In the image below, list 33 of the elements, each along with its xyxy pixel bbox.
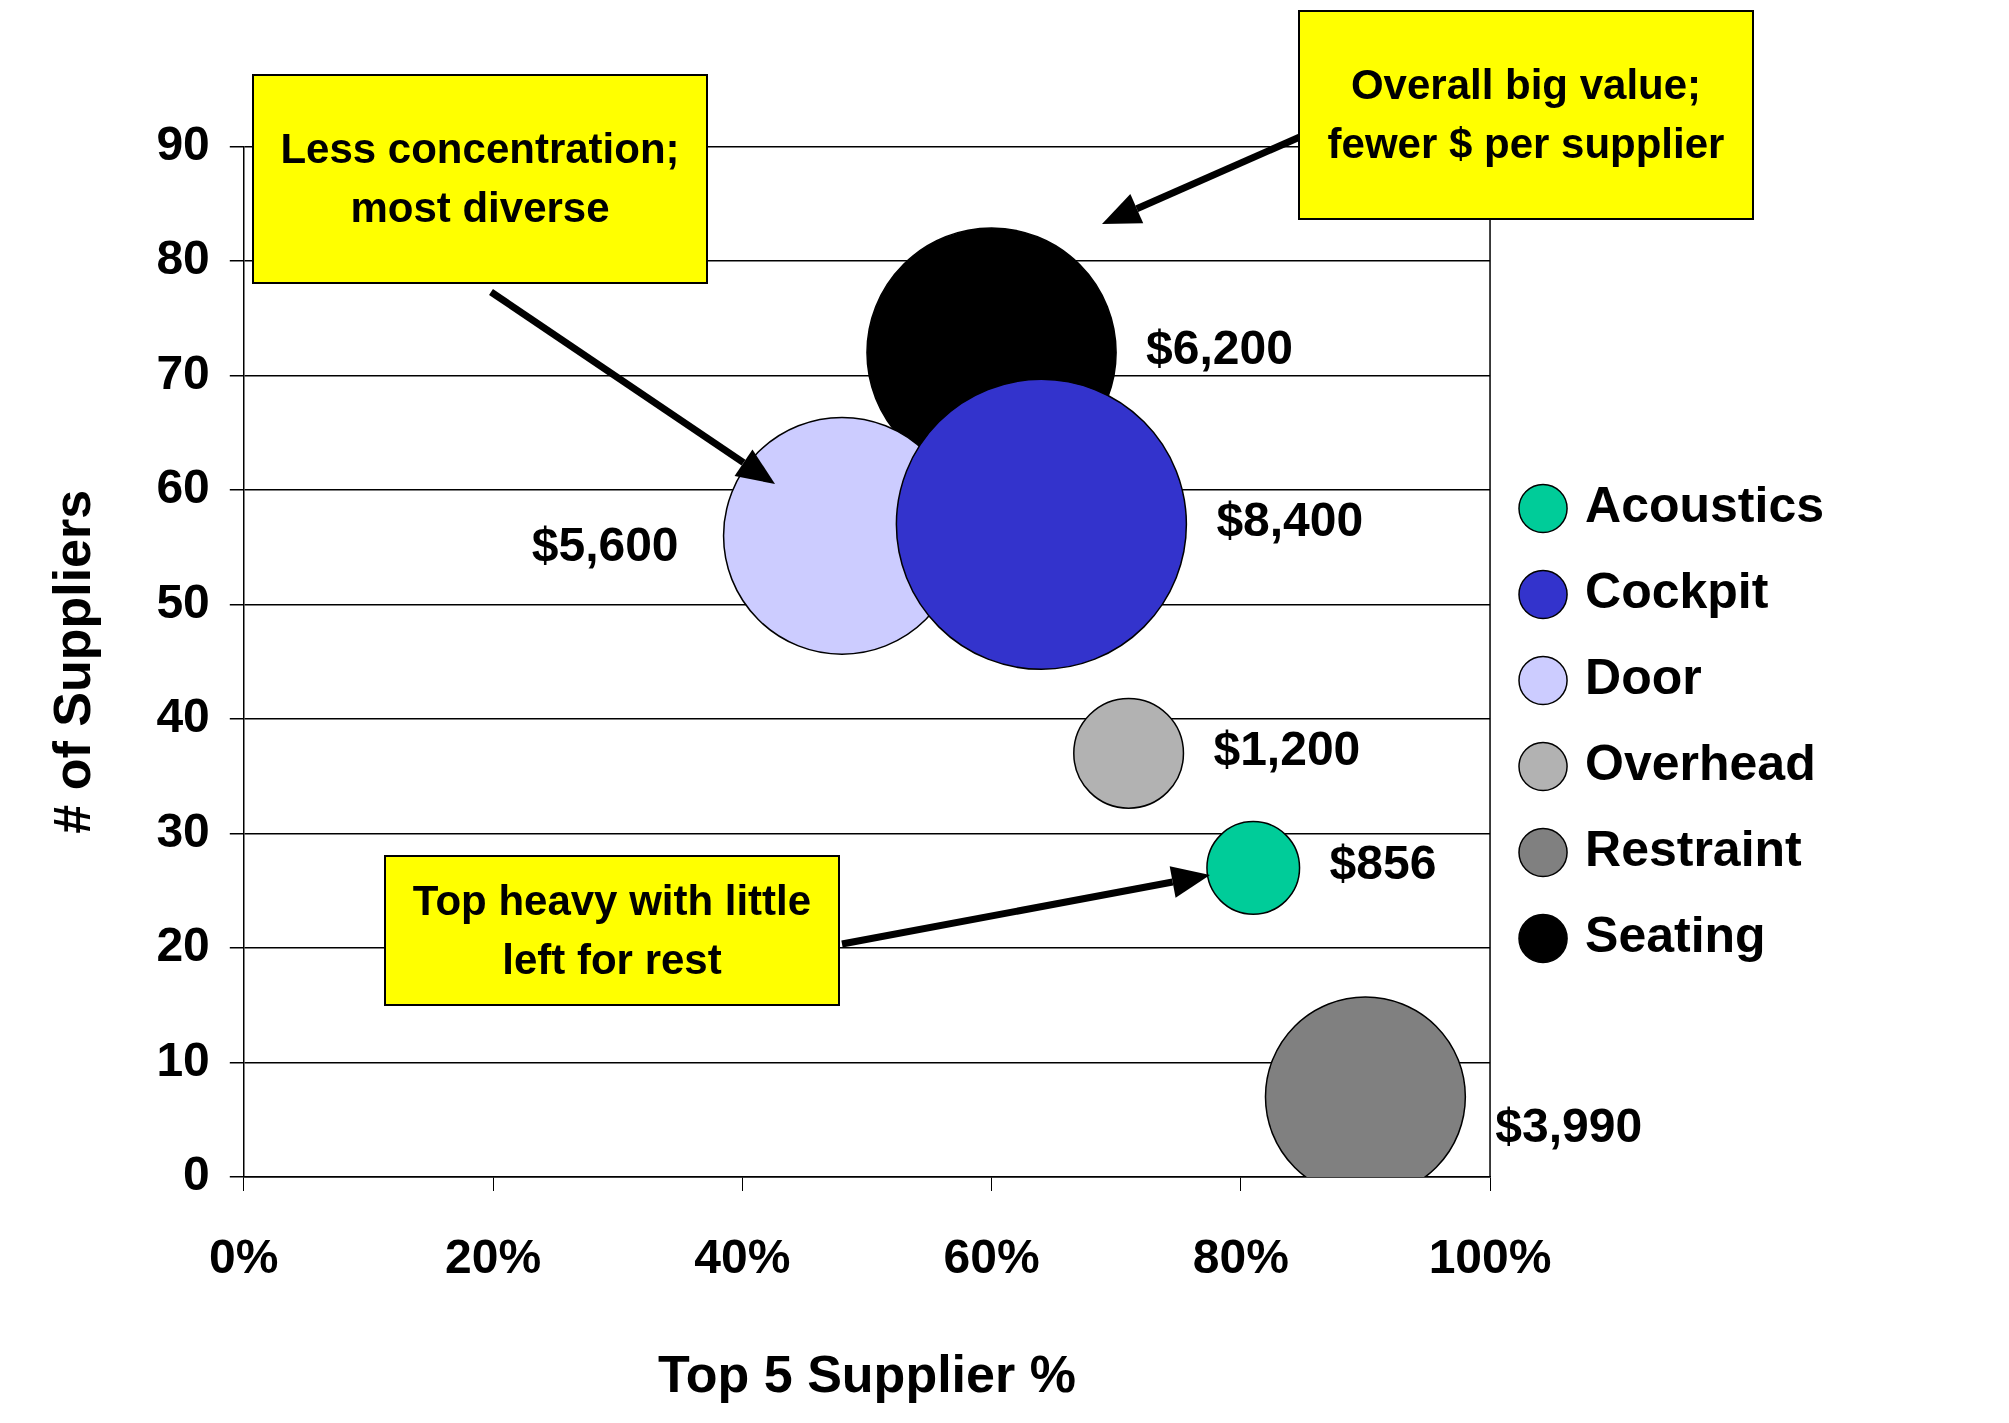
y-tick-label: 40	[156, 689, 210, 743]
x-tick-label: 60%	[943, 1230, 1040, 1284]
legend-label: Overhead	[1585, 735, 1816, 792]
y-axis-title: # of Suppliers	[42, 489, 101, 834]
legend-label: Cockpit	[1585, 563, 1769, 620]
callout-box: Less concentration; most diverse	[252, 74, 708, 284]
callout-box: Top heavy with little left for rest	[384, 855, 840, 1006]
legend-label: Seating	[1585, 907, 1766, 964]
y-tick-label: 80	[156, 231, 210, 285]
annotation: $5,600	[531, 518, 679, 572]
legend-label: Restraint	[1585, 821, 1803, 878]
x-tick-label: 20%	[445, 1230, 542, 1284]
legend-label: Acoustics	[1585, 477, 1824, 534]
x-tick-label: 40%	[694, 1230, 791, 1284]
y-tick-label: 60	[156, 460, 210, 514]
x-axis-title: Top 5 Supplier %	[657, 1345, 1076, 1404]
annotation: $8,400	[1216, 492, 1364, 546]
annotation: $6,200	[1146, 320, 1293, 374]
y-tick-label: 10	[156, 1032, 210, 1086]
y-tick-label: 0	[183, 1147, 210, 1201]
x-tick-label: 80%	[1192, 1230, 1289, 1284]
x-tick-label: 100%	[1428, 1230, 1552, 1284]
y-tick-label: 90	[156, 116, 210, 170]
y-tick-label: 50	[156, 574, 210, 628]
y-tick-label: 30	[156, 803, 210, 857]
annotation: $856	[1329, 836, 1437, 890]
y-tick-label: 20	[156, 918, 210, 972]
x-tick-label: 0%	[209, 1230, 279, 1284]
text: $3,990	[1495, 1099, 1643, 1153]
callout-box: Overall big value; fewer $ per supplier	[1298, 10, 1754, 220]
annotation: $1,200	[1213, 721, 1361, 775]
y-tick-label: 70	[156, 345, 210, 399]
legend-label: Door	[1585, 649, 1702, 706]
